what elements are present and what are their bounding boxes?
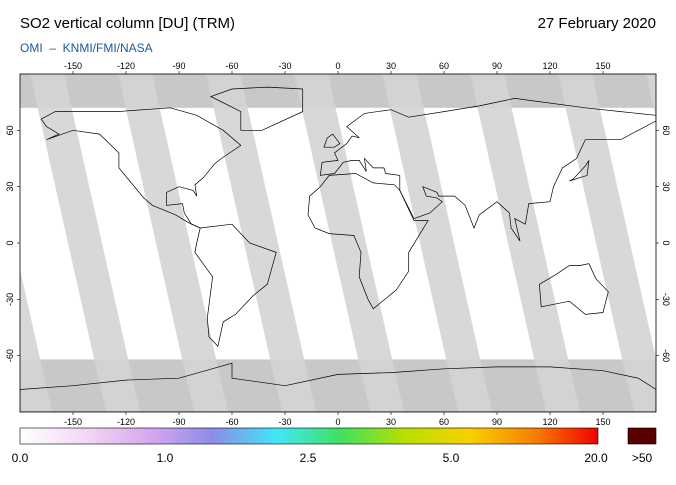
lon-tick-label: -90 xyxy=(172,61,185,71)
lon-tick-label: 150 xyxy=(595,61,610,71)
orbit-swath xyxy=(646,74,656,119)
coastline xyxy=(307,173,429,310)
lon-tick-label: -120 xyxy=(117,61,135,71)
lon-tick-label: 120 xyxy=(542,61,557,71)
lat-tick-label: 60 xyxy=(661,125,671,135)
coastline xyxy=(569,160,590,182)
colorbar-label: 1.0 xyxy=(157,451,174,465)
date: 27 February 2020 xyxy=(538,15,656,32)
lat-tick-label: -60 xyxy=(5,349,15,362)
lon-tick-label: -60 xyxy=(225,417,238,427)
lon-tick-label: -30 xyxy=(278,61,291,71)
credit: OMI – KNMI/FMI/NASA xyxy=(20,41,153,55)
colorbar-label: 5.0 xyxy=(443,451,460,465)
lon-tick-label: 90 xyxy=(492,61,502,71)
orbit-swath xyxy=(20,269,52,412)
title: SO2 vertical column [DU] (TRM) xyxy=(20,15,235,32)
lon-tick-label: 150 xyxy=(595,417,610,427)
coastline xyxy=(194,223,277,348)
orbit-swath xyxy=(206,74,316,412)
lon-tick-label: 0 xyxy=(335,61,340,71)
lon-tick-label: -150 xyxy=(64,61,82,71)
lat-tick-label: -30 xyxy=(661,293,671,306)
lat-tick-label: 60 xyxy=(5,125,15,135)
coastline xyxy=(209,86,304,131)
lon-tick-label: -150 xyxy=(64,417,82,427)
colorbar-label: 2.5 xyxy=(300,451,317,465)
orbit-swath xyxy=(382,74,492,412)
colorbar-overflow-label: >50 xyxy=(632,451,653,465)
lat-tick-label: -30 xyxy=(5,293,15,306)
lat-tick-label: -60 xyxy=(661,349,671,362)
orbit-swath xyxy=(558,74,656,412)
lon-tick-label: 30 xyxy=(386,417,396,427)
lat-tick-label: 0 xyxy=(5,240,15,245)
lon-tick-label: -90 xyxy=(172,417,185,427)
orbit-swath xyxy=(294,74,404,412)
colorbar-label: 20.0 xyxy=(584,451,608,465)
colorbar xyxy=(19,427,599,445)
lon-tick-label: -120 xyxy=(117,417,135,427)
orbit-swath xyxy=(118,74,228,412)
coastline xyxy=(323,133,341,148)
coastline xyxy=(20,362,656,412)
lon-tick-label: 60 xyxy=(439,417,449,427)
colorbar-label: 0.0 xyxy=(12,451,29,465)
lon-tick-label: 120 xyxy=(542,417,557,427)
lat-tick-label: 30 xyxy=(661,182,671,192)
coastline xyxy=(40,107,242,229)
map xyxy=(20,74,656,412)
coastline xyxy=(539,263,609,315)
lat-tick-label: 0 xyxy=(661,240,671,245)
orbit-swath xyxy=(30,74,140,412)
lon-tick-label: -30 xyxy=(278,417,291,427)
lon-tick-label: 60 xyxy=(439,61,449,71)
lon-tick-label: -60 xyxy=(225,61,238,71)
lon-tick-label: 0 xyxy=(335,417,340,427)
orbit-swath xyxy=(470,74,580,412)
colorbar-overflow xyxy=(627,427,657,445)
lon-tick-label: 90 xyxy=(492,417,502,427)
lon-tick-label: 30 xyxy=(386,61,396,71)
lat-tick-label: 30 xyxy=(5,182,15,192)
coastline xyxy=(319,98,656,242)
